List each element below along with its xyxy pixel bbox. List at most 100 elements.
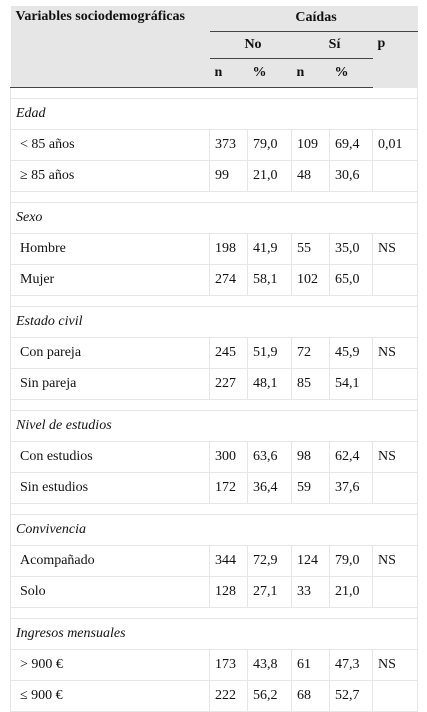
p-value-cell	[371, 679, 419, 712]
p-value-cell: NS	[371, 336, 419, 369]
p-value-cell	[371, 159, 419, 192]
separator-cell	[247, 502, 292, 515]
separator-cell	[10, 86, 210, 99]
si-n-cell: 102	[291, 263, 330, 296]
si-pct-cell: 35,0	[329, 232, 373, 265]
row-label: Mujer	[10, 263, 210, 296]
si-pct-cell: 47,3	[329, 648, 373, 681]
si-pct-cell: 69,4	[329, 128, 373, 161]
si-n-cell: 61	[291, 648, 330, 681]
group-separator	[10, 190, 419, 203]
table-row: > 900 €173 43,8 61 47,3 NS	[10, 648, 419, 681]
group-row: Ingresos mensuales	[9, 617, 419, 650]
no-n-cell: 128	[209, 575, 248, 608]
si-n-cell: 98	[291, 440, 330, 473]
no-n-cell: 373	[209, 128, 248, 161]
si-pct-cell: 65,0	[329, 263, 373, 296]
no-pct-cell: 51,9	[247, 336, 292, 369]
row-label: Acompañado	[10, 544, 210, 577]
separator-cell	[209, 502, 248, 515]
separator-cell	[372, 190, 419, 203]
no-pct-header: %	[247, 57, 292, 88]
p-value-cell	[371, 575, 419, 608]
table-row: Solo 128 27,1 33 21,0	[10, 575, 419, 608]
separator-cell	[372, 86, 419, 99]
p-value-cell	[371, 471, 419, 504]
separator-cell	[372, 606, 419, 619]
row-label: > 900 €	[10, 648, 210, 681]
row-label: < 85 años	[10, 128, 210, 161]
no-pct-cell: 48,1	[247, 367, 292, 400]
p-value-cell	[371, 263, 419, 296]
table-row: Hombre 198 41,9 55 35,0 NS	[10, 232, 419, 265]
separator-cell	[10, 294, 210, 307]
si-n-header: n	[291, 57, 330, 88]
separator-cell	[329, 86, 373, 99]
row-label: Hombre	[10, 232, 210, 265]
no-pct-cell: 79,0	[247, 128, 292, 161]
separator-cell	[247, 398, 292, 411]
group-separator	[10, 606, 419, 619]
si-pct-cell: 21,0	[329, 575, 373, 608]
separator-cell	[209, 190, 248, 203]
group-title: Convivencia	[9, 513, 419, 546]
separator-cell	[10, 606, 210, 619]
group-title: Estado civil	[9, 305, 419, 338]
separator-cell	[329, 190, 373, 203]
separator-cell	[291, 502, 330, 515]
separator-cell	[10, 502, 210, 515]
p-value-cell	[371, 367, 419, 400]
variables-header: Variables sociodemográficas	[10, 6, 210, 31]
table-row: Con estudios 300 63,6 98 62,4 NS	[10, 440, 419, 473]
si-n-cell: 85	[291, 367, 330, 400]
row-label: Sin pareja	[10, 367, 210, 400]
table-row: Sin pareja 227 48,1 85 54,1	[10, 367, 419, 400]
table-row: Con pareja 245 51,9 72 45,9 NS	[10, 336, 419, 369]
separator-cell	[247, 606, 292, 619]
no-pct-cell: 63,6	[247, 440, 292, 473]
table-row: < 85 años 373 79,0 109 69,4 0,01	[10, 128, 419, 161]
p-value-cell: 0,01	[371, 128, 419, 161]
no-n-cell: 173	[209, 648, 248, 681]
group-row: Estado civil	[9, 305, 419, 338]
table-header: Variables sociodemográficas Caídas No Sí…	[10, 6, 418, 88]
row-label: Solo	[10, 575, 210, 608]
si-n-cell: 109	[291, 128, 330, 161]
group-row: Edad	[9, 97, 419, 130]
si-pct-cell: 79,0	[329, 544, 373, 577]
no-n-cell: 274	[209, 263, 248, 296]
separator-cell	[209, 606, 248, 619]
group-row: Convivencia	[9, 513, 419, 546]
separator-cell	[209, 398, 248, 411]
group-row: Nivel de estudios	[9, 409, 419, 442]
si-pct-cell: 30,6	[329, 159, 373, 192]
separator-cell	[329, 294, 373, 307]
separator-cell	[291, 190, 330, 203]
separator-cell	[247, 86, 292, 99]
no-header: No	[209, 30, 292, 59]
si-n-cell: 124	[291, 544, 330, 577]
si-n-cell: 59	[291, 471, 330, 504]
group-separator	[10, 502, 419, 515]
p-value-cell: NS	[371, 648, 419, 681]
row-label: Con estudios	[10, 440, 210, 473]
separator-cell	[291, 398, 330, 411]
si-pct-cell: 54,1	[329, 367, 373, 400]
p-value-cell: NS	[371, 232, 419, 265]
no-pct-cell: 41,9	[247, 232, 292, 265]
no-n-cell: 198	[209, 232, 248, 265]
no-pct-cell: 36,4	[247, 471, 292, 504]
si-n-cell: 55	[291, 232, 330, 265]
separator-cell	[372, 398, 419, 411]
group-title: Sexo	[9, 201, 419, 234]
separator-cell	[329, 502, 373, 515]
no-pct-cell: 72,9	[247, 544, 292, 577]
separator-cell	[10, 398, 210, 411]
separator-cell	[209, 86, 248, 99]
si-pct-cell: 45,9	[329, 336, 373, 369]
group-separator	[10, 398, 419, 411]
si-n-cell: 33	[291, 575, 330, 608]
si-pct-cell: 62,4	[329, 440, 373, 473]
no-n-cell: 99	[209, 159, 248, 192]
group-separator	[10, 294, 419, 307]
